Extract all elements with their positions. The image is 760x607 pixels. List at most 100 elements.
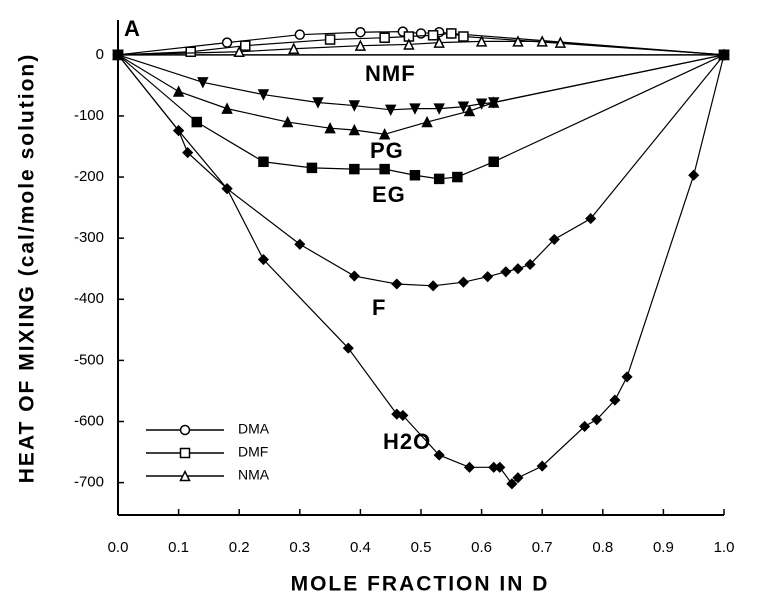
marker — [488, 96, 500, 108]
y-tick-label: -400 — [74, 290, 104, 307]
marker — [500, 266, 512, 278]
marker — [281, 115, 294, 128]
marker — [354, 39, 367, 51]
marker — [536, 35, 548, 47]
marker — [306, 162, 318, 174]
marker — [294, 29, 306, 40]
y-tick-label: -600 — [74, 412, 104, 429]
marker — [324, 34, 336, 45]
legend-label: DMA — [238, 421, 270, 437]
marker — [257, 89, 270, 101]
marker — [397, 409, 409, 421]
marker — [403, 38, 415, 50]
marker — [172, 85, 185, 97]
marker — [548, 233, 560, 245]
marker — [312, 97, 324, 109]
marker — [494, 461, 506, 473]
marker — [379, 163, 390, 175]
marker — [482, 271, 494, 283]
legend-marker — [179, 424, 191, 436]
marker — [182, 147, 194, 159]
marker — [458, 31, 469, 42]
x-axis-title: MOLE FRACTION IN D — [291, 573, 550, 596]
legend-label: NMA — [238, 467, 270, 483]
marker — [452, 171, 463, 183]
marker — [463, 461, 476, 473]
panel-label: A — [124, 16, 141, 41]
marker — [609, 394, 621, 406]
x-tick-label: 0.4 — [350, 539, 371, 556]
y-tick-label: -300 — [74, 229, 104, 246]
y-tick-label: 0 — [96, 46, 104, 63]
marker — [433, 449, 445, 461]
x-tick-label: 1.0 — [714, 539, 735, 556]
marker — [112, 49, 124, 61]
marker — [378, 128, 391, 140]
marker — [348, 100, 361, 112]
marker — [409, 169, 421, 181]
marker — [221, 37, 233, 48]
x-tick-label: 0.0 — [108, 539, 129, 556]
marker — [475, 98, 488, 110]
marker — [446, 28, 457, 39]
x-tick-label: 0.7 — [532, 539, 553, 556]
marker — [718, 49, 730, 61]
marker — [512, 263, 524, 275]
marker — [512, 35, 524, 47]
marker — [240, 40, 251, 51]
marker — [475, 35, 488, 47]
marker — [173, 125, 185, 137]
legend-label: DMF — [238, 444, 268, 460]
marker — [433, 36, 445, 48]
y-tick-label: -200 — [74, 168, 104, 185]
marker — [257, 253, 270, 266]
series-line — [117, 54, 725, 485]
marker — [355, 26, 366, 38]
marker — [197, 77, 209, 89]
marker — [433, 103, 445, 115]
marker — [288, 42, 300, 54]
series-line — [117, 54, 725, 135]
marker — [463, 104, 476, 117]
series-line — [117, 40, 725, 56]
marker — [421, 115, 433, 128]
marker — [294, 238, 306, 250]
legend-marker — [179, 447, 191, 459]
x-tick-label: 0.8 — [592, 539, 613, 556]
marker — [524, 258, 536, 271]
x-tick-label: 0.6 — [471, 539, 492, 556]
series-annotation: NMF — [365, 61, 416, 86]
marker — [585, 213, 597, 225]
marker — [427, 280, 439, 292]
y-tick-label: -500 — [74, 351, 104, 368]
x-tick-label: 0.9 — [653, 539, 674, 556]
marker — [233, 45, 245, 58]
x-tick-label: 0.5 — [411, 539, 432, 556]
marker — [506, 478, 518, 490]
marker — [221, 183, 233, 195]
marker — [379, 32, 390, 43]
series-annotation: PG — [370, 138, 404, 163]
marker — [488, 156, 499, 168]
marker — [591, 414, 603, 426]
marker — [221, 102, 233, 114]
marker — [324, 121, 336, 134]
marker — [554, 36, 567, 48]
x-tick-label: 0.3 — [289, 539, 310, 556]
series-line — [117, 32, 725, 56]
marker — [258, 156, 269, 168]
y-tick-label: -100 — [74, 107, 104, 124]
marker — [185, 46, 196, 58]
x-tick-label: 0.2 — [229, 539, 250, 556]
marker — [384, 104, 397, 117]
marker — [409, 103, 421, 115]
series-line — [117, 54, 725, 287]
marker — [457, 276, 469, 288]
legend-marker — [179, 469, 191, 482]
marker — [457, 101, 470, 113]
marker — [348, 270, 360, 282]
marker — [342, 342, 354, 354]
marker — [688, 169, 700, 181]
marker — [391, 278, 403, 290]
